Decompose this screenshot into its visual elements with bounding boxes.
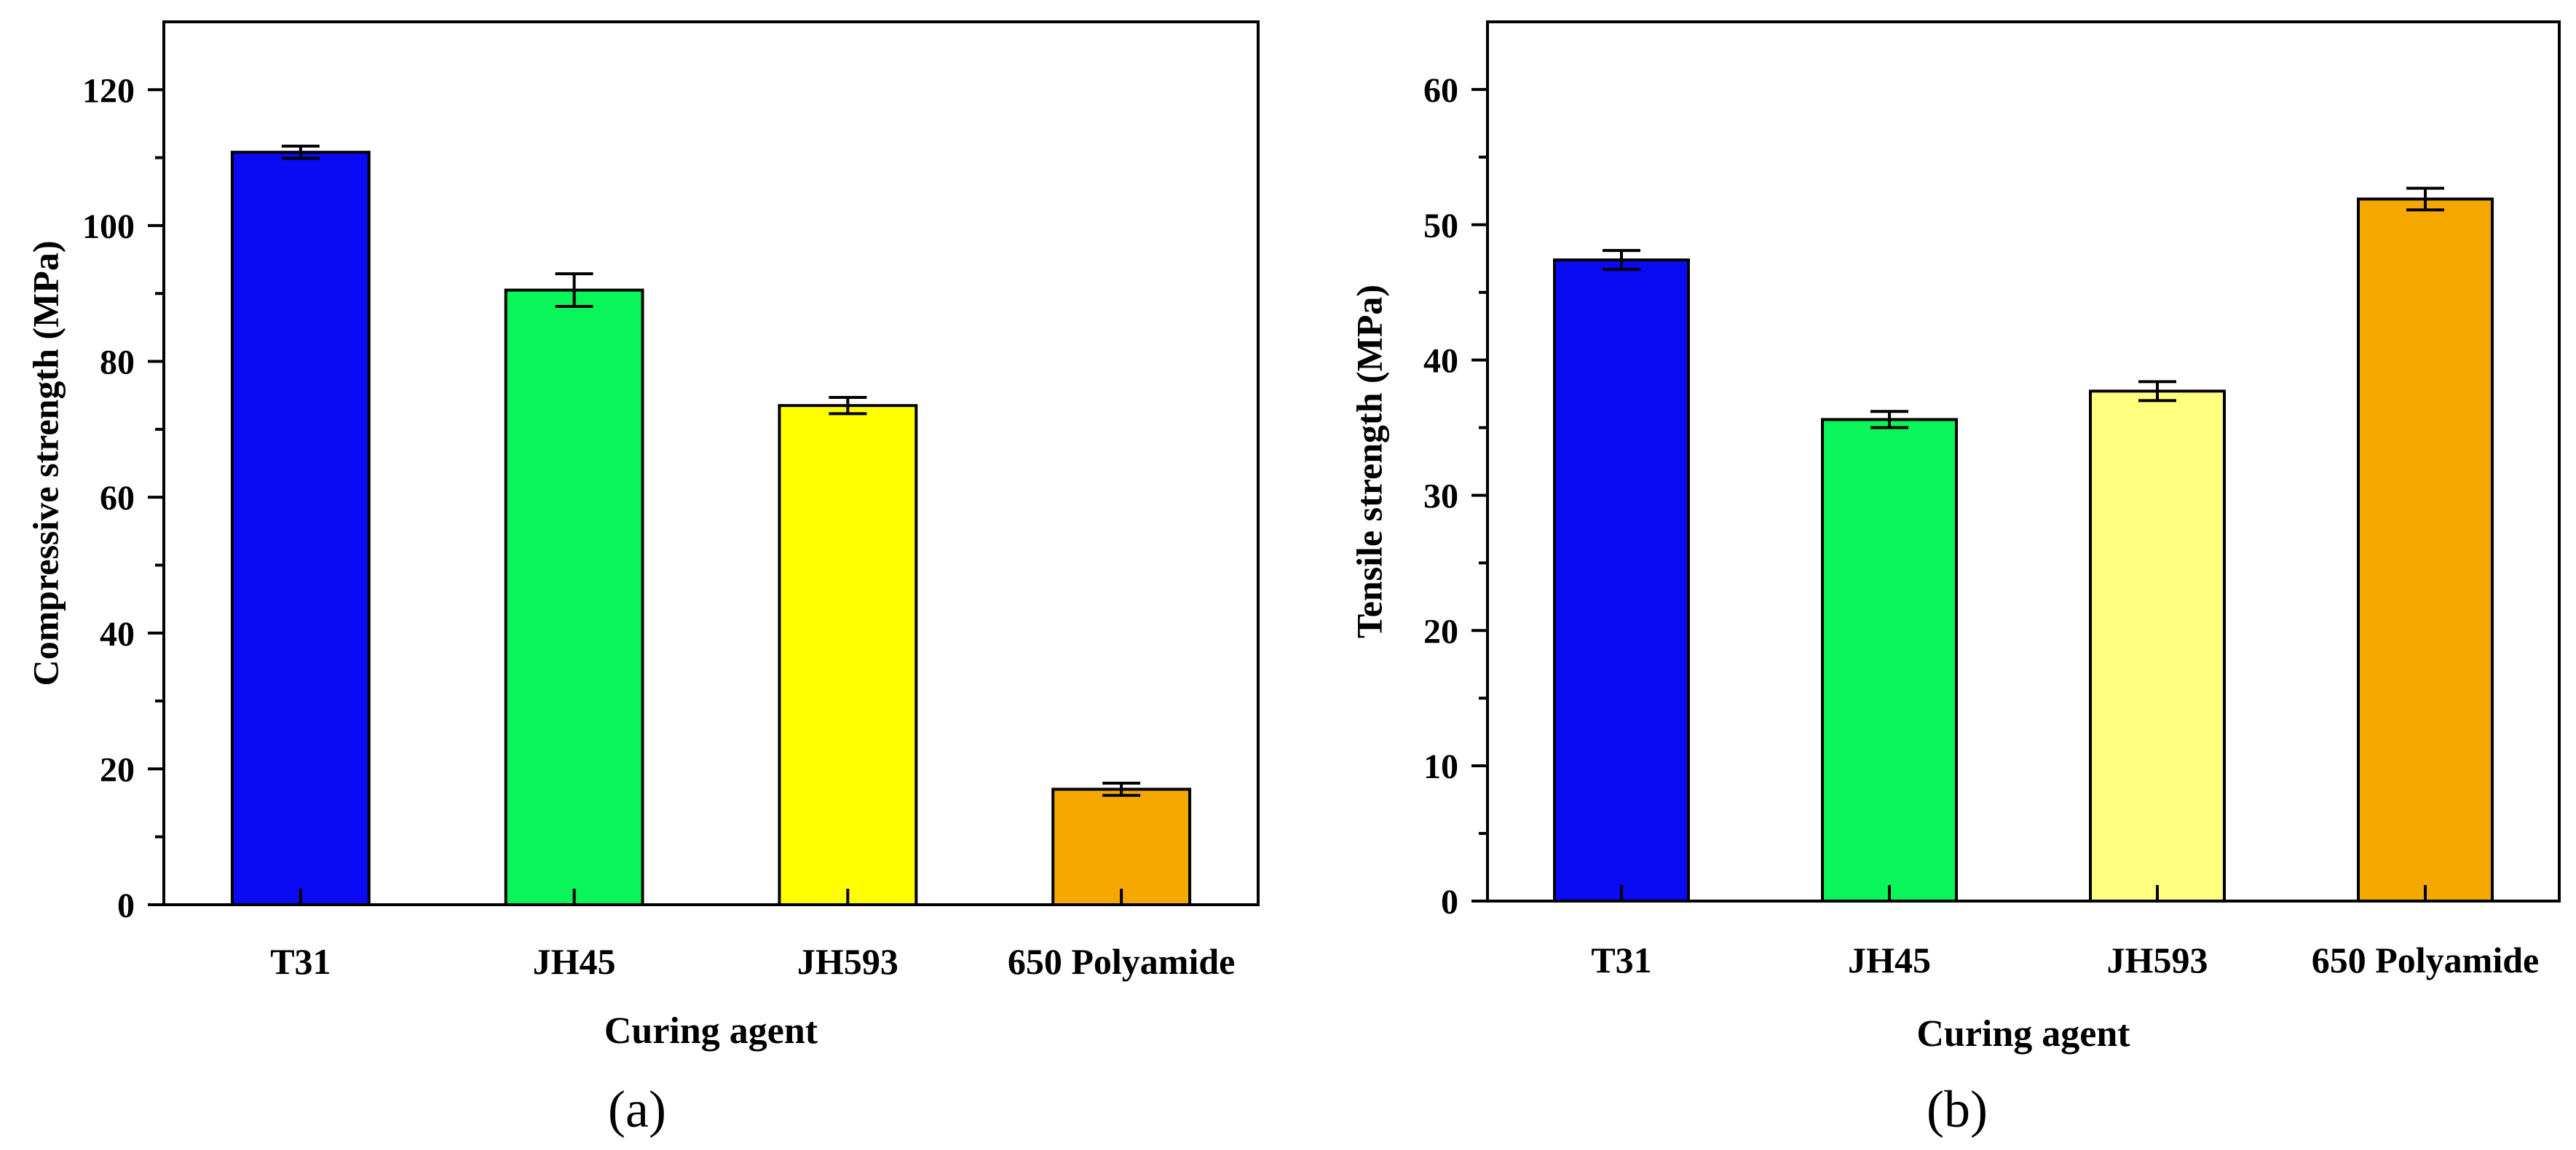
y-axis-ticks: 0 10 20 30 40 50 60 xyxy=(1423,71,1487,921)
y-axis-title: Tensile strength (MPa) xyxy=(1349,285,1390,638)
bar-jh593 xyxy=(2089,389,2226,903)
y-tick-label: 40 xyxy=(1423,342,1458,381)
y-tick-label: 0 xyxy=(117,887,135,925)
error-bar xyxy=(2406,186,2444,212)
bar-t31 xyxy=(230,151,371,907)
y-tick-label: 50 xyxy=(1423,207,1458,245)
x-tick-label: JH593 xyxy=(797,941,898,982)
compressive-strength-chart: 0 20 40 60 80 100 120 T31 JH45 JH593 650 Polyamid… xyxy=(25,20,1260,1138)
x-axis-ticks: T31 JH45 JH593 650 Polyamide xyxy=(1591,885,2539,980)
bars-group xyxy=(1553,197,2494,903)
bar-650-polyamide xyxy=(2357,197,2494,903)
x-tick-label: 650 Polyamide xyxy=(2312,940,2539,980)
error-bars-group xyxy=(1603,186,2444,429)
error-bar xyxy=(2138,380,2176,402)
bars-group xyxy=(230,151,1192,907)
x-tick-label: T31 xyxy=(1591,940,1651,980)
x-tick-label: JH593 xyxy=(2107,940,2208,980)
x-tick-label: JH45 xyxy=(533,941,616,982)
y-tick-label: 0 xyxy=(1441,883,1458,921)
x-tick-label: JH45 xyxy=(1848,940,1931,980)
plot-frame xyxy=(162,20,1260,906)
error-bar xyxy=(281,144,320,160)
y-tick-label: 20 xyxy=(1423,612,1458,651)
x-tick-label: 650 Polyamide xyxy=(1008,941,1235,982)
error-bar xyxy=(555,272,593,308)
y-tick-label: 10 xyxy=(1423,748,1458,786)
x-axis-title: Curing agent xyxy=(604,1010,818,1052)
y-tick-label: 80 xyxy=(100,344,135,382)
bar-jh593 xyxy=(778,404,918,906)
error-bar xyxy=(1102,781,1141,797)
bar-t31 xyxy=(1553,258,1690,903)
error-bar xyxy=(829,395,867,416)
y-axis-title: Compressive strength (MPa) xyxy=(25,241,66,686)
bar-jh45 xyxy=(504,288,644,907)
y-tick-label: 60 xyxy=(100,479,135,518)
y-tick-label: 100 xyxy=(82,207,135,246)
y-tick-label: 30 xyxy=(1423,477,1458,515)
panel-label-a: (a) xyxy=(608,1080,666,1138)
bar-jh45 xyxy=(1821,418,1958,903)
error-bar xyxy=(1603,249,1640,271)
bar-650-polyamide xyxy=(1051,788,1192,907)
y-tick-label: 120 xyxy=(82,71,135,110)
error-bar xyxy=(1870,410,1908,429)
y-axis-ticks: 0 20 40 60 80 100 120 xyxy=(82,71,164,925)
x-axis-ticks: T31 JH45 JH593 650 Polyamide xyxy=(270,889,1235,982)
plot-frame xyxy=(1486,20,2561,903)
panel-label-b: (b) xyxy=(1927,1080,1988,1138)
error-bars-group xyxy=(281,144,1141,797)
y-tick-label: 60 xyxy=(1423,71,1458,110)
y-tick-label: 40 xyxy=(100,615,135,654)
x-tick-label: T31 xyxy=(270,941,331,982)
x-axis-title: Curing agent xyxy=(1916,1013,2130,1055)
y-tick-label: 20 xyxy=(100,750,135,789)
